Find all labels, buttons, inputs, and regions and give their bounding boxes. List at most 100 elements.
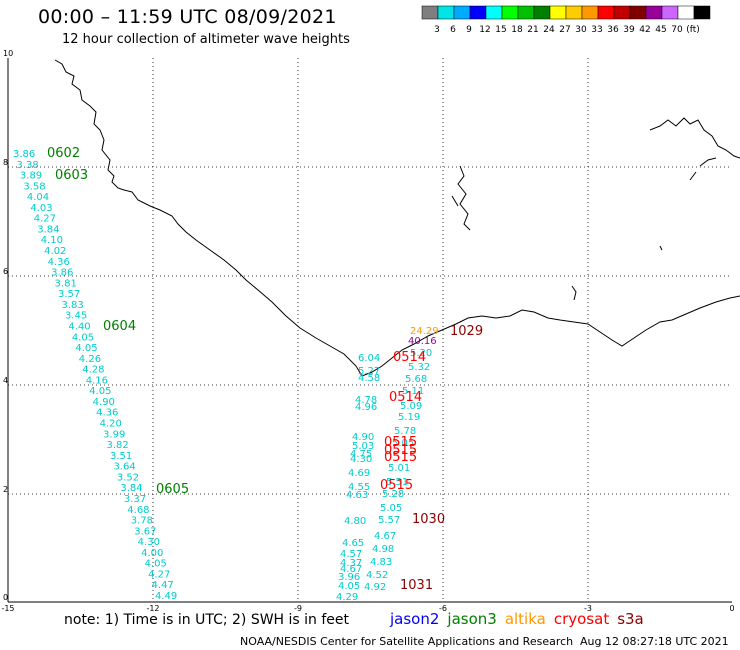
swh-value-label: 5.01 [388,463,410,474]
coastline [54,59,740,377]
colorbar-swatch [581,5,599,20]
swh-value-label: 4.20 [100,419,122,430]
x-tick-label: -15 [1,604,14,613]
swh-value-label: 3.99 [103,429,125,440]
swh-value-label: 5.09 [400,401,422,412]
swh-value-label: 4.68 [127,505,149,516]
swh-value-label: 4.65 [342,538,364,549]
y-tick-label: 10 [3,49,13,58]
pass-time-label: 1029 [450,324,483,339]
swh-value-label: 4.90 [352,432,374,443]
colorbar-swatch [661,5,679,20]
x-tick-label: 0 [729,604,734,613]
y-tick-label: 2 [3,485,8,494]
swh-value-label: 4.27 [34,214,56,225]
swh-value-label: 4.49 [155,591,177,602]
swh-value-label: 4.05 [89,386,111,397]
footer-credit: NOAA/NESDIS Center for Satellite Applica… [240,635,574,648]
pass-time-label: 1031 [400,578,433,593]
swh-value-label: 4.36 [96,408,118,419]
swh-value-label: 3.89 [20,171,42,182]
colorbar-label: 24 [543,25,555,35]
swh-value-label: 24.29 [410,326,439,337]
swh-value-label: 3.58 [23,181,45,192]
pass-time-label-overlap: 0515 [384,450,417,465]
swh-value-label: 3.81 [55,278,77,289]
colorbar-label: 9 [466,25,472,35]
pass-time-label-overlap: 0515 [384,435,417,450]
swh-value-label: 3.84 [37,224,59,235]
colorbar-swatch [629,5,647,20]
swh-value-label: 4.28 [82,365,104,376]
swh-value-label: 5.27 [358,366,380,377]
swh-value-label: 5.20 [410,348,432,359]
colorbar-label: 3 [434,25,440,35]
swh-value-label: 3.38 [16,160,38,171]
satellite-legend-item: s3a [617,610,644,628]
swh-value-label: 3.64 [113,462,135,473]
swh-value-label: 4.05 [145,559,167,570]
x-tick-label: -12 [146,604,159,613]
satellite-legend-item: jason3 [447,610,497,628]
colorbar-swatch [693,5,711,20]
colorbar-label: 30 [575,25,587,35]
coastline-north-east [649,117,740,181]
swh-value-label: 4.40 [68,321,90,332]
colorbar-swatch [421,5,439,20]
swh-value-label: 3.86 [51,268,73,279]
x-tick-label: -6 [439,604,447,613]
swh-value-label: 4.47 [152,580,174,591]
pass-time-label: 0602 [47,146,80,161]
colorbar-label: 45 [655,25,666,35]
colorbar-swatch [613,5,631,20]
swh-value-label: 4.52 [366,570,388,581]
colorbar-swatch [501,5,519,20]
colorbar-swatch [565,5,583,20]
coastline-island [451,165,471,231]
swh-value-label: 4.67 [374,531,396,542]
colorbar-label: 21 [527,25,538,35]
swh-value-label: 5.03 [352,441,374,452]
swh-value-label: 4.75 [350,449,372,460]
swh-value-label: 4.30 [138,537,160,548]
swh-value-label: 4.03 [30,203,52,214]
coastline-island-small [571,245,663,301]
swh-value-label: 4.57 [340,549,362,560]
colorbar-swatch [549,5,567,20]
swh-value-label: 3.51 [110,451,132,462]
swh-value-label: 4.78 [355,395,377,406]
swh-value-label: 4.05 [338,581,360,592]
colorbar-swatch [645,5,663,20]
swh-value-label: 5.32 [408,362,430,373]
swh-value-label: 5.28 [382,489,404,500]
swh-value-label: 4.37 [340,558,362,569]
swh-value-label: 4.26 [79,354,101,365]
swh-value-label: 3.96 [338,572,360,583]
footer-timestamp: Aug 12 08:27:18 UTC 2021 [580,635,729,648]
swh-value-label: 5.05 [392,438,414,449]
swh-value-label: 4.05 [75,343,97,354]
colorbar-label: 42 [639,25,650,35]
swh-value-label: 4.00 [141,548,163,559]
swh-value-label: 3.52 [117,472,139,483]
swh-value-label: 4.30 [350,454,372,465]
x-tick-label: -9 [294,604,302,613]
swh-value-label: 3.45 [65,311,87,322]
swh-value-label: 4.04 [27,192,49,203]
swh-value-label: 4.05 [72,332,94,343]
y-tick-label: 8 [3,158,8,167]
colorbar-swatch [597,5,615,20]
swh-value-label: 4.27 [148,569,170,580]
swh-value-label: 4.67 [340,564,362,575]
swh-value-label: 3.67 [134,526,156,537]
satellite-legend: jason2 jason3 altika cryosat s3a [390,610,652,628]
swh-value-label: 4.58 [358,373,380,384]
swh-value-label: 4.69 [348,468,370,479]
pass-time-label: 0604 [103,319,136,334]
swh-value-label: 4.29 [336,592,358,603]
colorbar: 3 6 9 12 15 18 21 24 27 30 33 36 39 42 45 70 (ft) [421,5,711,35]
colorbar-label: 33 [591,25,602,35]
colorbar-label: 6 [450,25,456,35]
